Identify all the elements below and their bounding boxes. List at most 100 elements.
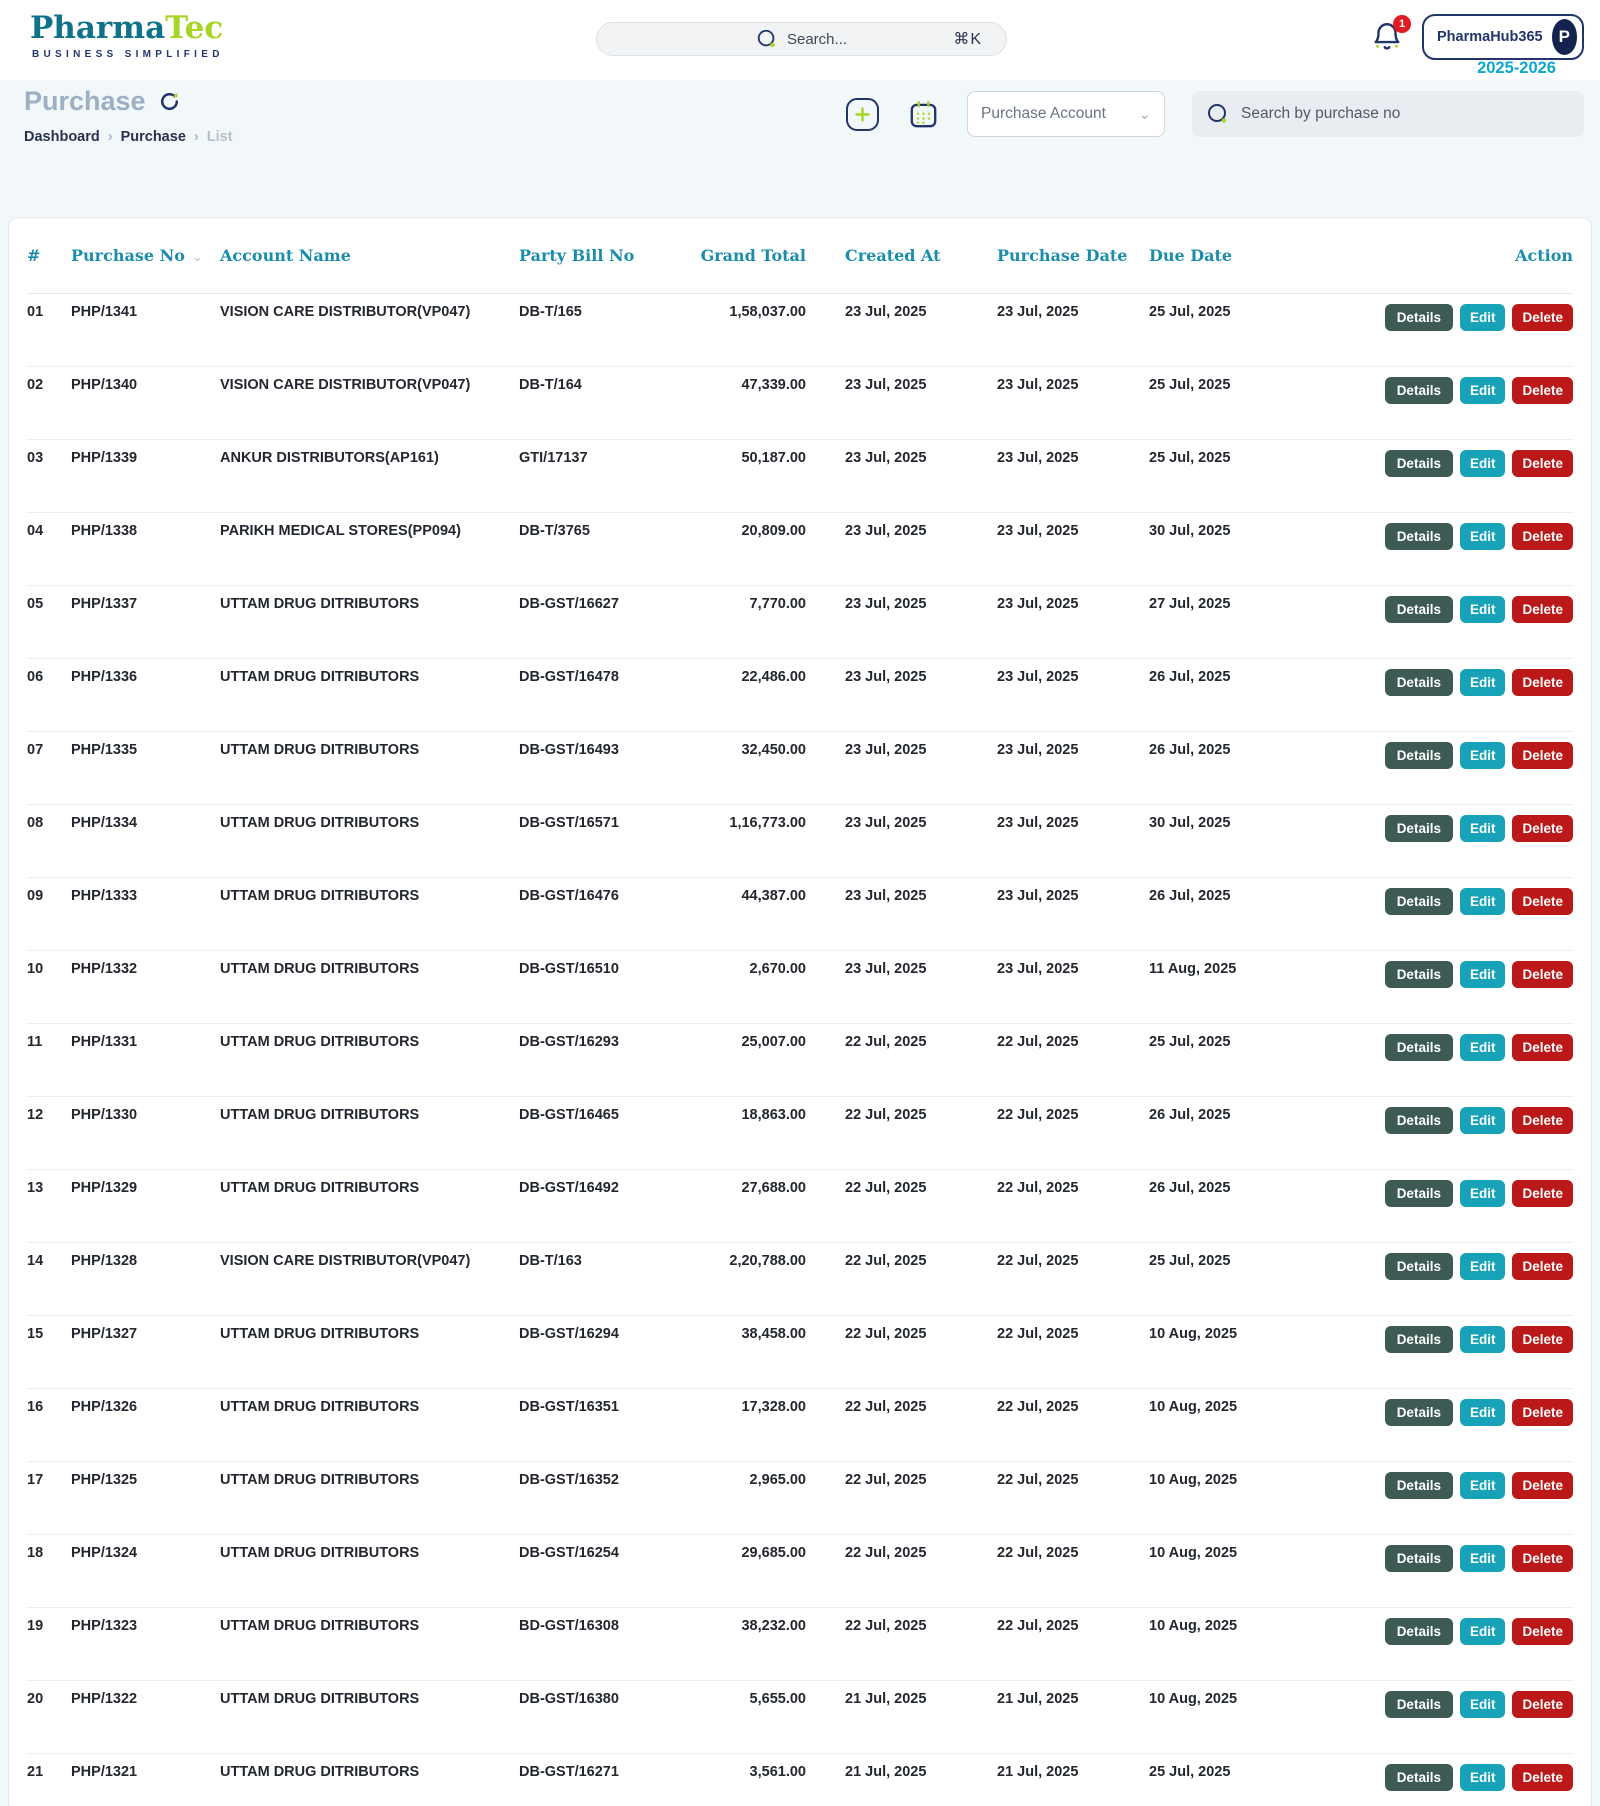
account-name: VISION CARE DISTRIBUTOR(VP047) — [220, 1253, 471, 1269]
created-at: 21 Jul, 2025 — [845, 1764, 927, 1780]
created-at: 23 Jul, 2025 — [845, 450, 927, 466]
delete-button[interactable]: Delete — [1512, 888, 1573, 915]
purchase-no: PHP/1329 — [71, 1180, 138, 1196]
party-bill-no: DB-T/165 — [519, 304, 582, 320]
col-purchase-no[interactable]: Purchase No ⌄ — [71, 246, 203, 265]
purchase-no-search-input[interactable]: Search by purchase no — [1192, 91, 1584, 137]
add-purchase-button[interactable] — [845, 97, 880, 132]
details-button[interactable]: Details — [1384, 1691, 1453, 1718]
details-button[interactable]: Details — [1384, 1472, 1453, 1499]
col-due-date: Due Date — [1149, 246, 1233, 265]
delete-button[interactable]: Delete — [1512, 1107, 1573, 1134]
edit-button[interactable]: Edit — [1459, 1764, 1506, 1791]
col-grand-total: Grand Total — [700, 246, 806, 265]
delete-button[interactable]: Delete — [1512, 1691, 1573, 1718]
edit-button[interactable]: Edit — [1459, 888, 1506, 915]
delete-button[interactable]: Delete — [1512, 1253, 1573, 1280]
details-button[interactable]: Details — [1384, 961, 1453, 988]
details-button[interactable]: Details — [1384, 377, 1453, 404]
account-menu[interactable]: PharmaHub365 P — [1422, 14, 1584, 60]
edit-button[interactable]: Edit — [1459, 1618, 1506, 1645]
due-date: 25 Jul, 2025 — [1149, 1764, 1231, 1780]
details-button[interactable]: Details — [1384, 888, 1453, 915]
breadcrumb-purchase[interactable]: Purchase — [120, 129, 186, 145]
purchase-account-select[interactable]: Purchase Account ⌄ — [967, 91, 1165, 137]
calendar-button[interactable] — [907, 98, 940, 131]
chevron-right-icon: › — [193, 129, 199, 145]
edit-button[interactable]: Edit — [1459, 669, 1506, 696]
edit-button[interactable]: Edit — [1459, 1399, 1506, 1426]
created-at: 23 Jul, 2025 — [845, 377, 927, 393]
global-search-input[interactable]: Search... ⌘K — [596, 22, 1007, 56]
table-row: 19 PHP/1323 UTTAM DRUG DITRIBUTORS BD-GST/1… — [27, 1608, 1573, 1681]
party-bill-no: DB-GST/16493 — [519, 742, 619, 758]
row-index: 07 — [27, 742, 44, 758]
edit-button[interactable]: Edit — [1459, 377, 1506, 404]
grand-total: 38,458.00 — [741, 1326, 806, 1342]
notification-bell[interactable]: 1 — [1370, 15, 1411, 58]
edit-button[interactable]: Edit — [1459, 304, 1506, 331]
details-button[interactable]: Details — [1384, 1545, 1453, 1572]
delete-button[interactable]: Delete — [1512, 377, 1573, 404]
row-index: 16 — [27, 1399, 44, 1415]
edit-button[interactable]: Edit — [1459, 450, 1506, 477]
details-button[interactable]: Details — [1384, 1326, 1453, 1353]
delete-button[interactable]: Delete — [1512, 815, 1573, 842]
table-body: 01 PHP/1341 VISION CARE DISTRIBUTOR(VP047)… — [27, 294, 1573, 1806]
edit-button[interactable]: Edit — [1459, 523, 1506, 550]
delete-button[interactable]: Delete — [1512, 1180, 1573, 1207]
delete-button[interactable]: Delete — [1512, 596, 1573, 623]
purchase-date: 23 Jul, 2025 — [997, 888, 1079, 904]
delete-button[interactable]: Delete — [1512, 450, 1573, 477]
edit-button[interactable]: Edit — [1459, 1691, 1506, 1718]
edit-button[interactable]: Edit — [1459, 742, 1506, 769]
row-index: 21 — [27, 1764, 44, 1780]
breadcrumb: Dashboard › Purchase › List — [24, 129, 233, 145]
delete-button[interactable]: Delete — [1512, 1399, 1573, 1426]
delete-button[interactable]: Delete — [1512, 742, 1573, 769]
grand-total: 50,187.00 — [741, 450, 806, 466]
delete-button[interactable]: Delete — [1512, 1326, 1573, 1353]
details-button[interactable]: Details — [1384, 742, 1453, 769]
account-name: UTTAM DRUG DITRIBUTORS — [220, 669, 420, 685]
refresh-icon[interactable] — [157, 89, 182, 114]
party-bill-no: BD-GST/16308 — [519, 1618, 619, 1634]
delete-button[interactable]: Delete — [1512, 1618, 1573, 1645]
edit-button[interactable]: Edit — [1459, 1472, 1506, 1499]
edit-button[interactable]: Edit — [1459, 1545, 1506, 1572]
details-button[interactable]: Details — [1384, 523, 1453, 550]
delete-button[interactable]: Delete — [1512, 1545, 1573, 1572]
edit-button[interactable]: Edit — [1459, 1326, 1506, 1353]
details-button[interactable]: Details — [1384, 1107, 1453, 1134]
delete-button[interactable]: Delete — [1512, 304, 1573, 331]
details-button[interactable]: Details — [1384, 450, 1453, 477]
details-button[interactable]: Details — [1384, 1034, 1453, 1061]
delete-button[interactable]: Delete — [1512, 669, 1573, 696]
purchase-no: PHP/1341 — [71, 304, 138, 320]
delete-button[interactable]: Delete — [1512, 1764, 1573, 1791]
details-button[interactable]: Details — [1384, 1180, 1453, 1207]
details-button[interactable]: Details — [1384, 1399, 1453, 1426]
details-button[interactable]: Details — [1384, 1253, 1453, 1280]
delete-button[interactable]: Delete — [1512, 961, 1573, 988]
row-actions: Details Edit Delete — [1301, 1399, 1573, 1426]
details-button[interactable]: Details — [1384, 596, 1453, 623]
breadcrumb-dashboard[interactable]: Dashboard — [24, 129, 100, 145]
edit-button[interactable]: Edit — [1459, 815, 1506, 842]
row-index: 20 — [27, 1691, 44, 1707]
delete-button[interactable]: Delete — [1512, 1472, 1573, 1499]
details-button[interactable]: Details — [1384, 1618, 1453, 1645]
details-button[interactable]: Details — [1384, 669, 1453, 696]
details-button[interactable]: Details — [1384, 304, 1453, 331]
delete-button[interactable]: Delete — [1512, 1034, 1573, 1061]
delete-button[interactable]: Delete — [1512, 523, 1573, 550]
edit-button[interactable]: Edit — [1459, 1034, 1506, 1061]
edit-button[interactable]: Edit — [1459, 1180, 1506, 1207]
details-button[interactable]: Details — [1384, 815, 1453, 842]
account-name: VISION CARE DISTRIBUTOR(VP047) — [220, 377, 471, 393]
edit-button[interactable]: Edit — [1459, 1107, 1506, 1134]
edit-button[interactable]: Edit — [1459, 596, 1506, 623]
edit-button[interactable]: Edit — [1459, 961, 1506, 988]
details-button[interactable]: Details — [1384, 1764, 1453, 1791]
edit-button[interactable]: Edit — [1459, 1253, 1506, 1280]
